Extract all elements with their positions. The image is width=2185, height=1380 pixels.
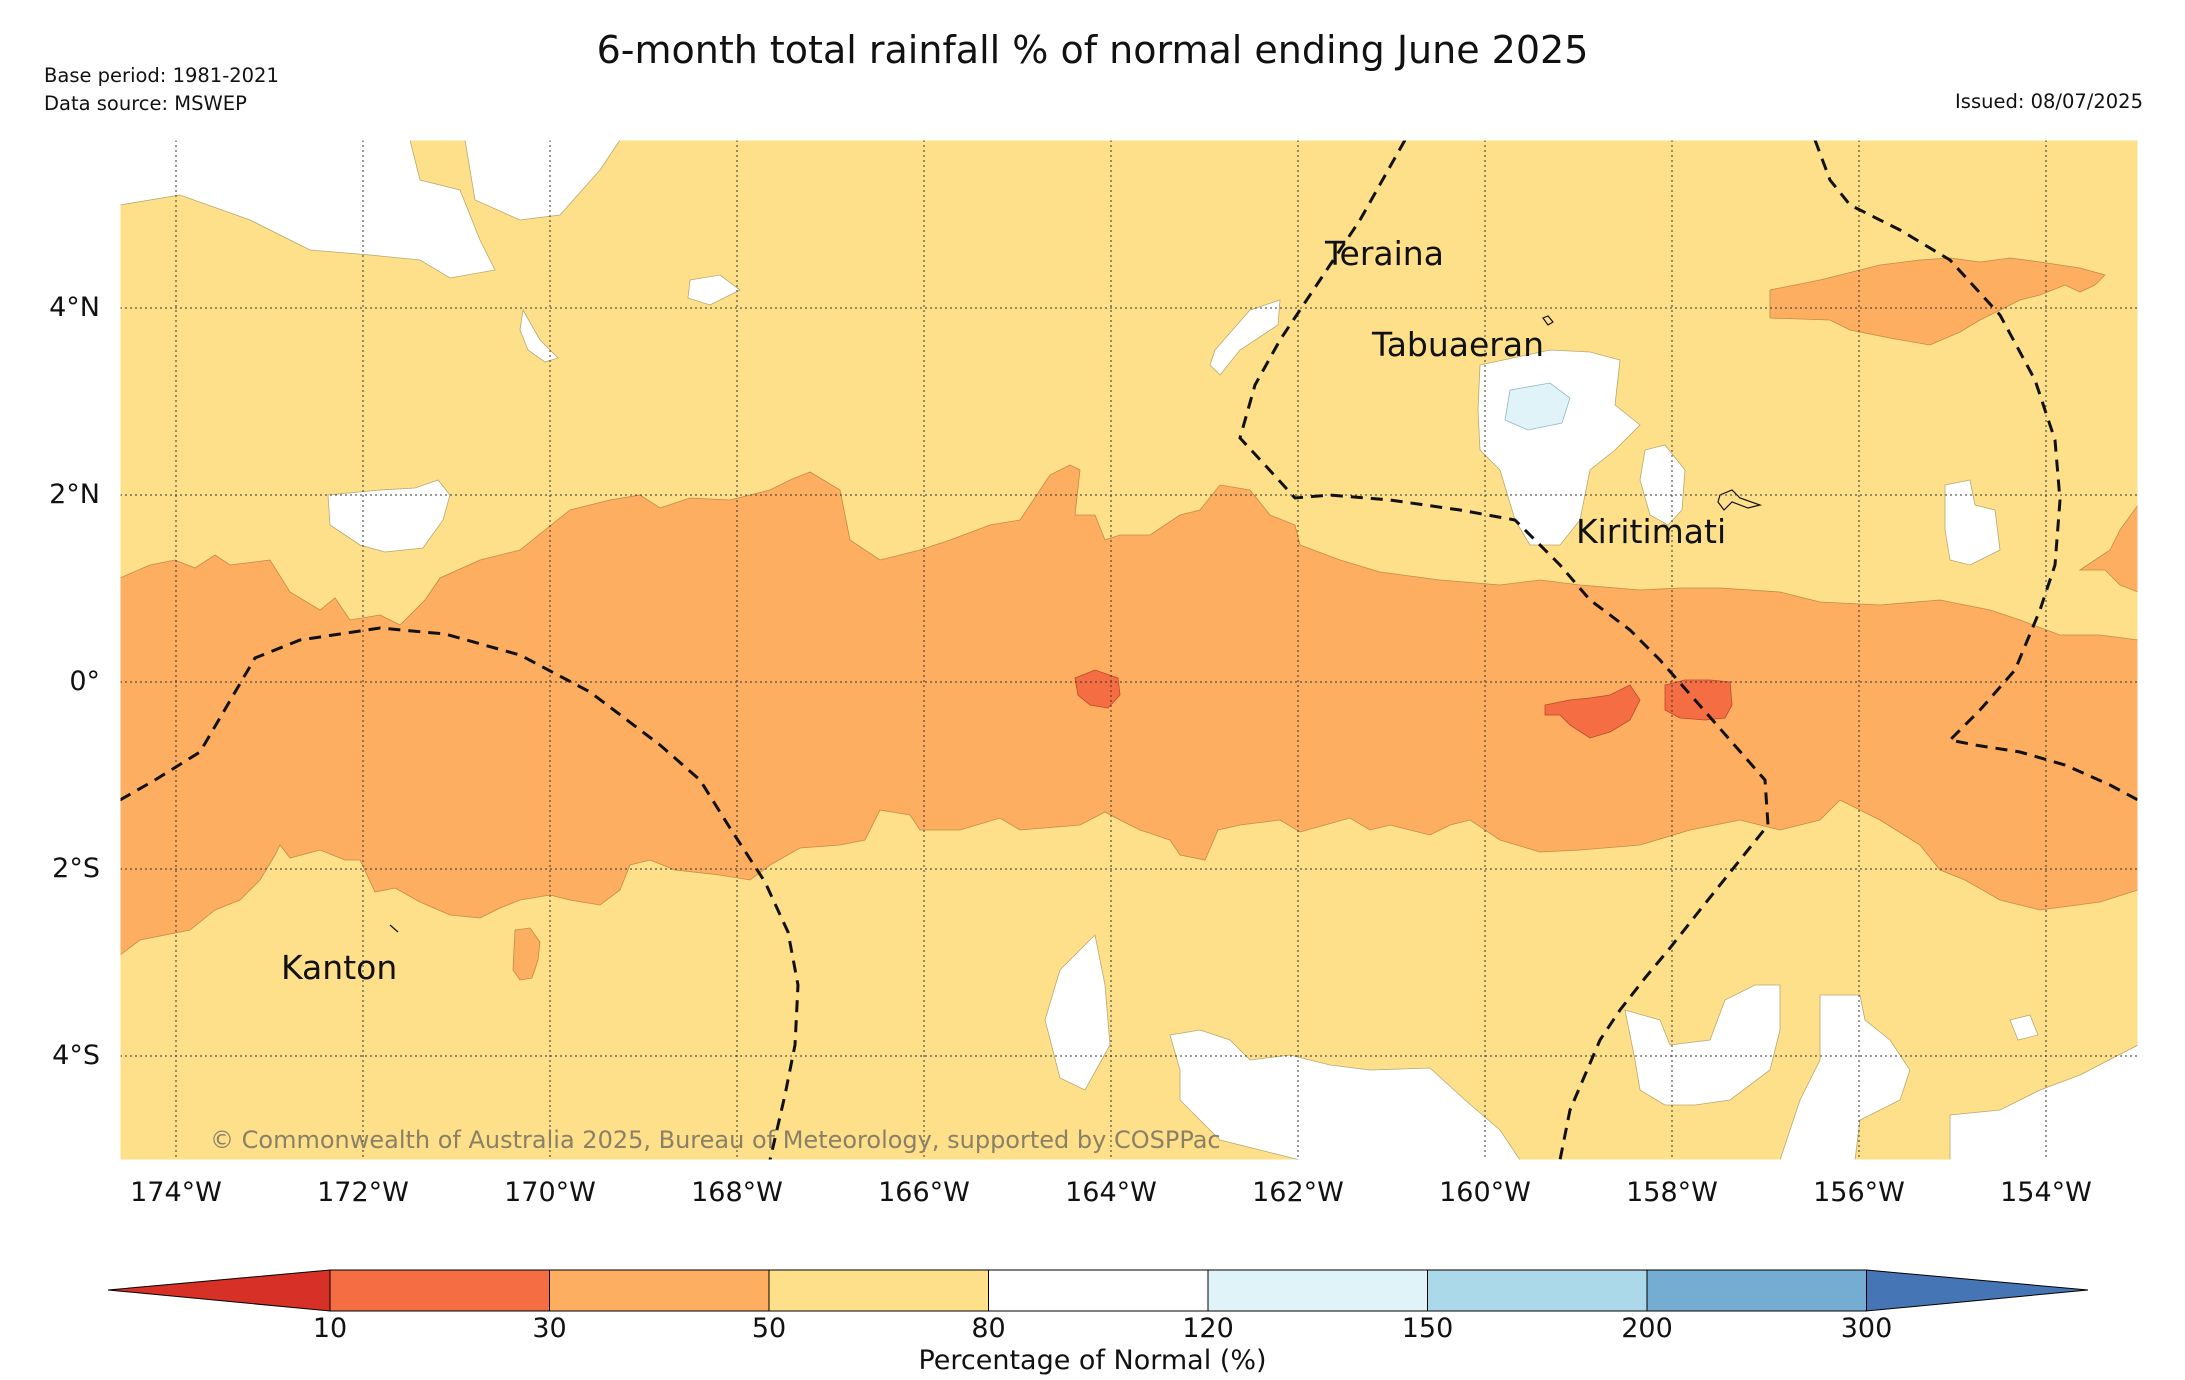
region-10-30 <box>1074 669 1733 739</box>
colorbar-graphic <box>107 1269 2089 1312</box>
island-outlines <box>389 315 1763 933</box>
eez-boundaries <box>120 140 2138 1160</box>
colorbar-tick-120: 120 <box>1182 1313 1234 1344</box>
lat-label-4s: 4°S <box>52 1040 100 1071</box>
place-label-kiritimati: Kiritimati <box>1576 512 1727 551</box>
colorbar-segment-120-150 <box>1207 1269 1428 1312</box>
lon-label-154w: 154°W <box>2000 1177 2092 1208</box>
colorbar-tick-80: 80 <box>971 1313 1006 1344</box>
data-source: Data source: MSWEP <box>44 92 247 115</box>
lon-label-156w: 156°W <box>1813 1177 1905 1208</box>
map-title: 6-month total rainfall % of normal endin… <box>596 28 1589 72</box>
colorbar <box>107 1265 2089 1315</box>
graticule <box>120 140 2138 1160</box>
copyright-notice: © Commonwealth of Australia 2025, Bureau… <box>210 1126 1221 1154</box>
colorbar-label: Percentage of Normal (%) <box>918 1345 1267 1376</box>
lat-label-2s: 2°S <box>52 853 100 884</box>
colorbar-segment-30-50 <box>549 1269 770 1312</box>
place-label-tabuaeran: Tabuaeran <box>1372 325 1545 364</box>
colorbar-segment-above-300 <box>1866 1269 2089 1312</box>
lon-label-170w: 170°W <box>504 1177 596 1208</box>
lon-label-168w: 168°W <box>691 1177 783 1208</box>
base-period: Base period: 1981-2021 <box>44 64 279 87</box>
colorbar-segment-below-10 <box>107 1269 331 1312</box>
lat-label-2n: 2°N <box>49 479 100 510</box>
issued-date: Issued: 08/07/2025 <box>1955 90 2143 113</box>
lon-label-160w: 160°W <box>1439 1177 1531 1208</box>
colorbar-tick-200: 200 <box>1621 1313 1673 1344</box>
lon-label-166w: 166°W <box>878 1177 970 1208</box>
lat-label-0: 0° <box>69 666 100 697</box>
colorbar-segment-80-120 <box>988 1269 1209 1312</box>
lon-label-172w: 172°W <box>317 1177 409 1208</box>
colorbar-segment-150-200 <box>1427 1269 1648 1312</box>
lon-label-174w: 174°W <box>130 1177 222 1208</box>
rainfall-map <box>120 140 2138 1160</box>
region-30-50 <box>120 257 2138 981</box>
rainfall-map-canvas <box>120 140 2138 1160</box>
colorbar-tick-150: 150 <box>1401 1313 1454 1344</box>
lon-label-164w: 164°W <box>1065 1177 1157 1208</box>
lat-label-4n: 4°N <box>49 292 100 323</box>
colorbar-tick-10: 10 <box>312 1313 348 1344</box>
place-label-teraina: Teraina <box>1325 234 1444 273</box>
colorbar-segment-200-300 <box>1646 1269 1867 1312</box>
colorbar-tick-30: 30 <box>532 1313 567 1344</box>
lon-label-158w: 158°W <box>1626 1177 1718 1208</box>
colorbar-segment-10-30 <box>329 1269 550 1312</box>
region-120-150 <box>1504 382 1571 431</box>
colorbar-segment-50-80 <box>768 1269 989 1312</box>
colorbar-tick-50: 50 <box>751 1313 787 1344</box>
map-metadata: Base period: 1981-2021 Data source: MSWE… <box>44 62 279 118</box>
region-80-120 <box>120 140 2138 1160</box>
colorbar-tick-300: 300 <box>1840 1313 1893 1344</box>
lon-label-162w: 162°W <box>1252 1177 1344 1208</box>
place-label-kanton: Kanton <box>281 948 398 987</box>
